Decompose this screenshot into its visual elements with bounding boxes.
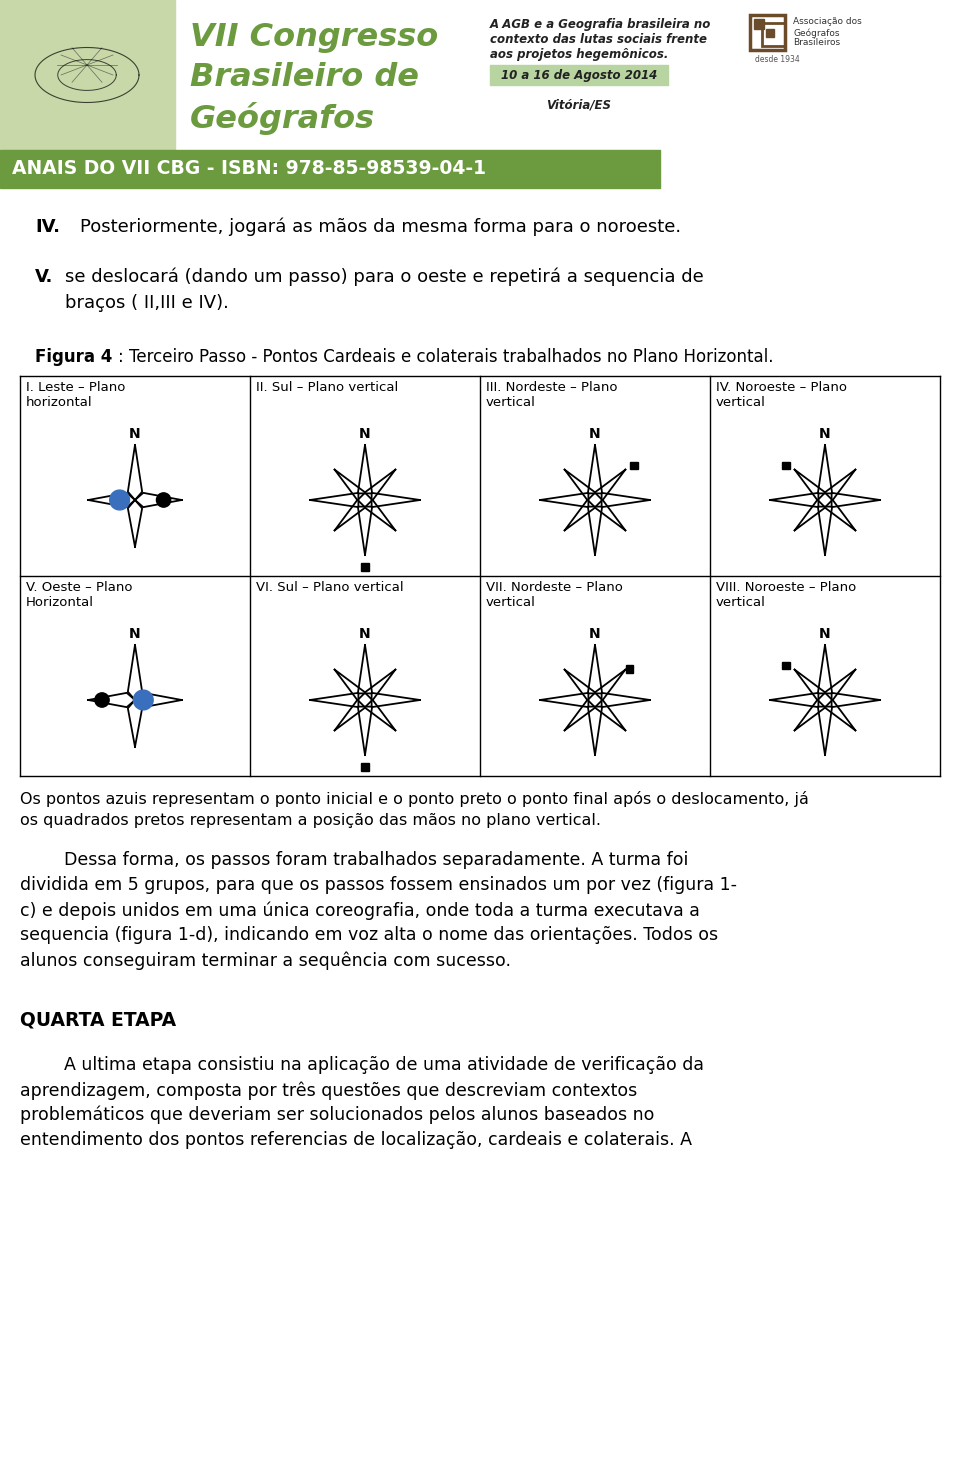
Text: : Terceiro Passo - Pontos Cardeais e colaterais trabalhados no Plano Horizontal.: : Terceiro Passo - Pontos Cardeais e col…	[118, 348, 774, 366]
Circle shape	[133, 691, 154, 710]
Text: N: N	[819, 427, 830, 441]
Text: VII. Nordeste – Plano
vertical: VII. Nordeste – Plano vertical	[486, 582, 623, 610]
Text: Posteriormente, jogará as mãos da mesma forma para o noroeste.: Posteriormente, jogará as mãos da mesma …	[80, 218, 682, 236]
Text: Dessa forma, os passos foram trabalhados separadamente. A turma foi: Dessa forma, os passos foram trabalhados…	[20, 852, 688, 869]
Bar	[630, 462, 637, 469]
Text: Brasileiros: Brasileiros	[793, 38, 840, 47]
Text: IV.: IV.	[35, 218, 60, 236]
Text: Associação dos: Associação dos	[793, 18, 862, 27]
Circle shape	[156, 493, 171, 508]
Bar	[782, 661, 790, 669]
Text: N: N	[589, 627, 601, 641]
Text: c) e depois unidos em uma única coreografia, onde toda a turma executava a: c) e depois unidos em uma única coreogra…	[20, 900, 700, 920]
Bar	[750, 15, 785, 50]
Text: V.: V.	[35, 269, 54, 286]
Text: QUARTA ETAPA: QUARTA ETAPA	[20, 1011, 176, 1030]
Text: Figura 4: Figura 4	[35, 348, 112, 366]
Bar	[766, 30, 774, 37]
Text: os quadrados pretos representam a posição das mãos no plano vertical.: os quadrados pretos representam a posiçã…	[20, 813, 601, 828]
Text: A ultima etapa consistiu na aplicação de uma atividade de verificação da: A ultima etapa consistiu na aplicação de…	[20, 1055, 704, 1075]
Text: III. Nordeste – Plano
vertical: III. Nordeste – Plano vertical	[486, 381, 617, 409]
Text: braços ( II,III e IV).: braços ( II,III e IV).	[65, 294, 228, 311]
Text: V. Oeste – Plano
Horizontal: V. Oeste – Plano Horizontal	[26, 582, 132, 610]
Text: N: N	[359, 427, 371, 441]
Text: 10 a 16 de Agosto 2014: 10 a 16 de Agosto 2014	[501, 68, 658, 81]
Text: Vitória/ES: Vitória/ES	[546, 97, 612, 111]
Bar	[361, 763, 369, 770]
Text: aprendizagem, composta por três questões que descreviam contextos: aprendizagem, composta por três questões…	[20, 1080, 637, 1100]
Bar	[0, 0, 175, 151]
Bar	[762, 24, 784, 46]
Text: VII Congresso: VII Congresso	[190, 22, 439, 53]
Text: VI. Sul – Plano vertical: VI. Sul – Plano vertical	[256, 582, 403, 593]
Text: VIII. Noroeste – Plano
vertical: VIII. Noroeste – Plano vertical	[716, 582, 856, 610]
Text: Geógrafos: Geógrafos	[793, 28, 839, 37]
Circle shape	[109, 490, 130, 509]
Bar	[626, 666, 634, 673]
Text: II. Sul – Plano vertical: II. Sul – Plano vertical	[256, 381, 398, 394]
Text: N: N	[359, 627, 371, 641]
Bar	[0, 151, 660, 187]
Text: ANAIS DO VII CBG - ISBN: 978-85-98539-04-1: ANAIS DO VII CBG - ISBN: 978-85-98539-04…	[12, 159, 486, 179]
Text: N: N	[130, 627, 141, 641]
Circle shape	[95, 692, 109, 707]
Text: I. Leste – Plano
horizontal: I. Leste – Plano horizontal	[26, 381, 126, 409]
Text: dividida em 5 grupos, para que os passos fossem ensinados um por vez (figura 1-: dividida em 5 grupos, para que os passos…	[20, 875, 737, 894]
Text: N: N	[130, 427, 141, 441]
Text: Os pontos azuis representam o ponto inicial e o ponto preto o ponto final após o: Os pontos azuis representam o ponto inic…	[20, 791, 809, 807]
Bar	[754, 19, 764, 30]
Text: N: N	[589, 427, 601, 441]
Text: Brasileiro de: Brasileiro de	[190, 62, 419, 93]
Bar	[361, 564, 369, 571]
Bar	[490, 65, 668, 86]
Text: desde 1934: desde 1934	[755, 55, 800, 63]
Text: se deslocará (dando um passo) para o oeste e repetirá a sequencia de: se deslocará (dando um passo) para o oes…	[65, 269, 704, 286]
Bar	[782, 462, 790, 469]
Text: contexto das lutas sociais frente: contexto das lutas sociais frente	[490, 32, 707, 46]
Text: aos projetos hegemônicos.: aos projetos hegemônicos.	[490, 49, 668, 61]
Text: A AGB e a Geografia brasileira no: A AGB e a Geografia brasileira no	[490, 18, 711, 31]
Text: entendimento dos pontos referencias de localização, cardeais e colaterais. A: entendimento dos pontos referencias de l…	[20, 1131, 692, 1148]
Text: IV. Noroeste – Plano
vertical: IV. Noroeste – Plano vertical	[716, 381, 847, 409]
Text: N: N	[819, 627, 830, 641]
Text: Geógrafos: Geógrafos	[190, 102, 375, 134]
Text: alunos conseguiram terminar a sequência com sucesso.: alunos conseguiram terminar a sequência …	[20, 951, 511, 970]
Text: sequencia (figura 1-d), indicando em voz alta o nome das orientações. Todos os: sequencia (figura 1-d), indicando em voz…	[20, 925, 718, 945]
Text: problemáticos que deveriam ser solucionados pelos alunos baseados no: problemáticos que deveriam ser soluciona…	[20, 1106, 655, 1125]
